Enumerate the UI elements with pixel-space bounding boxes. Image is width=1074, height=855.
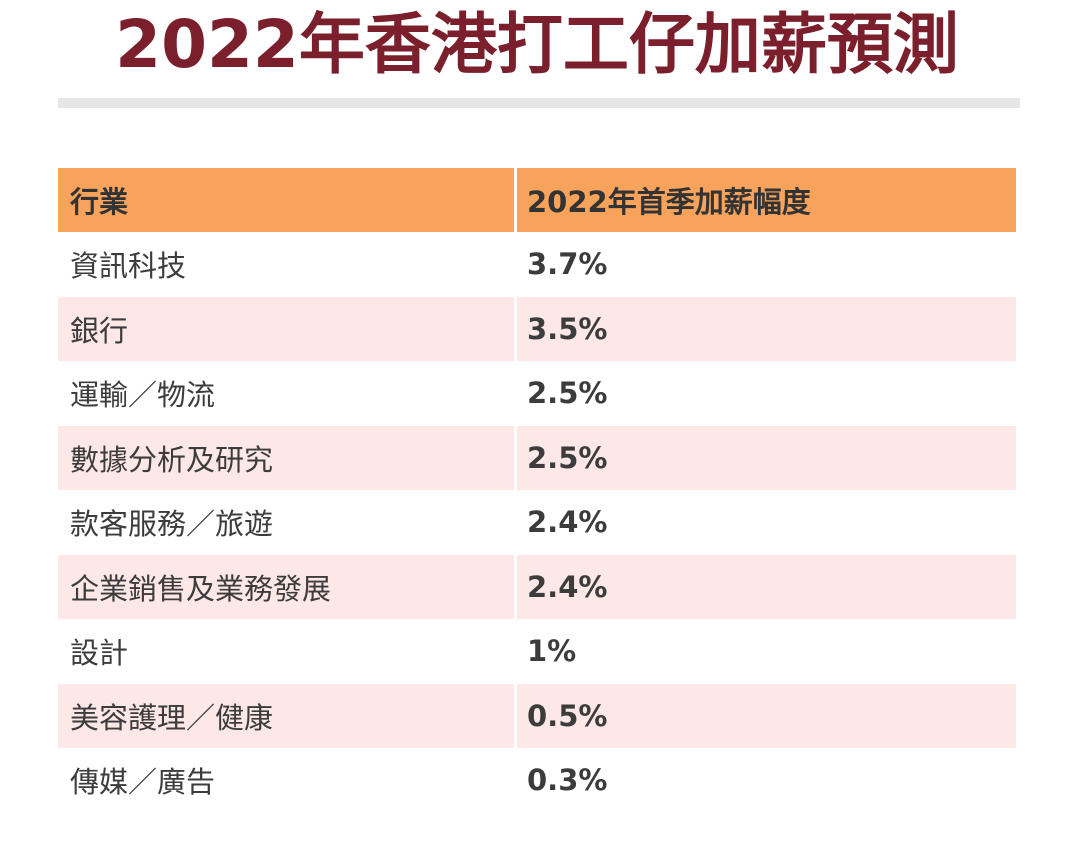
- industry-cell: 銀行: [70, 313, 129, 348]
- raise-cell: 3.5%: [514, 296, 1016, 361]
- raise-cell: 2.4%: [514, 554, 1016, 619]
- page-title: 2022年香港打工仔加薪預測: [115, 6, 959, 83]
- raise-cell: 3.7%: [514, 232, 1016, 297]
- industry-cell: 設計: [70, 636, 129, 671]
- industry-cell: 款客服務／旅遊: [70, 507, 274, 542]
- industry-cell: 企業銷售及業務發展: [70, 571, 332, 606]
- header-raise: 2022年首季加薪幅度: [514, 168, 1016, 232]
- table-row: 設計 1%: [58, 619, 1016, 684]
- table-header-row: 行業 2022年首季加薪幅度: [58, 168, 1016, 232]
- table-row: 企業銷售及業務發展 2.4%: [58, 554, 1016, 619]
- raise-cell: 0.5%: [514, 683, 1016, 748]
- raise-cell: 2.5%: [514, 425, 1016, 490]
- raise-cell: 1%: [514, 619, 1016, 684]
- raise-cell: 2.5%: [514, 361, 1016, 426]
- table-row: 傳媒／廣告 0.3%: [58, 748, 1016, 813]
- industry-cell: 資訊科技: [70, 249, 187, 284]
- table-row: 美容護理／健康 0.5%: [58, 683, 1016, 748]
- raise-cell: 2.4%: [514, 490, 1016, 555]
- industry-cell: 傳媒／廣告: [70, 765, 216, 800]
- industry-cell: 數據分析及研究: [70, 442, 274, 477]
- table-row: 款客服務／旅遊 2.4%: [58, 490, 1016, 555]
- industry-cell: 美容護理／健康: [70, 700, 274, 735]
- table-row: 運輸／物流 2.5%: [58, 361, 1016, 426]
- salary-table: 行業 2022年首季加薪幅度 資訊科技 3.7% 銀行 3.5% 運輸／物流 2…: [58, 168, 1016, 813]
- title-divider: [58, 98, 1020, 108]
- industry-cell: 運輸／物流: [70, 378, 216, 413]
- raise-cell: 0.3%: [514, 748, 1016, 813]
- table-row: 數據分析及研究 2.5%: [58, 425, 1016, 490]
- table-row: 銀行 3.5%: [58, 296, 1016, 361]
- table-row: 資訊科技 3.7%: [58, 232, 1016, 297]
- header-industry: 行業: [70, 185, 129, 219]
